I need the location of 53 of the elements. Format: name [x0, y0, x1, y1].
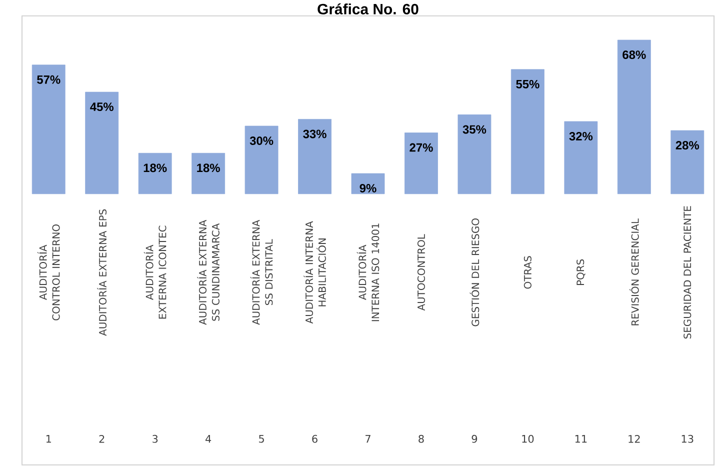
data-label: 18%	[144, 164, 167, 172]
bar	[244, 126, 278, 194]
bar	[85, 92, 119, 194]
data-label: 28%	[676, 141, 700, 150]
bar	[32, 64, 66, 194]
x-tick-label: AUDITORÍA EXTERNA EPS	[97, 209, 107, 336]
data-label: 55%	[516, 80, 540, 88]
data-label: 57%	[37, 75, 60, 84]
bar	[564, 121, 598, 194]
data-label: 45%	[90, 102, 114, 112]
data-label: 27%	[410, 143, 433, 152]
text: 5	[259, 435, 264, 443]
data-label: 33%	[303, 130, 326, 138]
text: 6	[312, 434, 318, 443]
x-tick-label: OTRAS	[524, 256, 532, 289]
data-label: 18%	[197, 164, 220, 172]
x-tick-label: SEGURIDAD DEL PACIENTE	[684, 206, 692, 339]
bar	[458, 114, 492, 194]
bar	[617, 40, 651, 194]
data-label: 68%	[622, 50, 646, 60]
text: 11	[575, 435, 587, 443]
text: 3	[152, 434, 158, 443]
x-tick-label: AUDITORÍA CONTROL INTERNO	[37, 224, 60, 320]
x-tick-label: AUDITORÍA INTERNA HABILITACIÓN	[304, 221, 326, 324]
x-tick-label: AUDITORÍA EXTERNA SS CUNDINAMARCA	[197, 220, 220, 325]
x-tick-label: AUDITORÍA EXTERNA SS DISTRITAL	[250, 220, 273, 325]
bar	[192, 153, 226, 194]
text: 10	[522, 434, 534, 443]
text: 13	[682, 434, 694, 443]
bar	[510, 69, 544, 194]
text: 2	[99, 435, 104, 443]
text: 9	[472, 434, 478, 443]
chart-title: Gráfica No. 60	[318, 3, 418, 14]
text: 12	[628, 435, 640, 443]
data-label: 32%	[569, 132, 593, 141]
bar	[670, 130, 704, 194]
x-tick-label: GESTIÓN DEL RIESGO	[470, 218, 480, 326]
data-label: 9%	[360, 184, 376, 193]
bar	[351, 173, 385, 194]
x-tick-label: AUTOCONTROL	[417, 234, 425, 311]
bar	[138, 153, 172, 194]
data-label: 30%	[250, 136, 274, 146]
bar	[404, 132, 438, 194]
data-label: 35%	[462, 125, 486, 134]
text: 1	[46, 435, 51, 443]
bar	[298, 119, 332, 194]
x-tick-label: REVISIÓN GERENCIAL	[629, 218, 639, 326]
x-tick-label: AUDITORÍA INTERNA ISO 14001	[356, 224, 380, 322]
text: 7	[366, 435, 370, 443]
x-tick-label: AUDITORÍA EXTERNA ICONTEC	[144, 226, 166, 319]
text: 4	[206, 435, 212, 443]
x-tick-label: PQRS	[576, 259, 586, 286]
text: 8	[418, 434, 424, 443]
